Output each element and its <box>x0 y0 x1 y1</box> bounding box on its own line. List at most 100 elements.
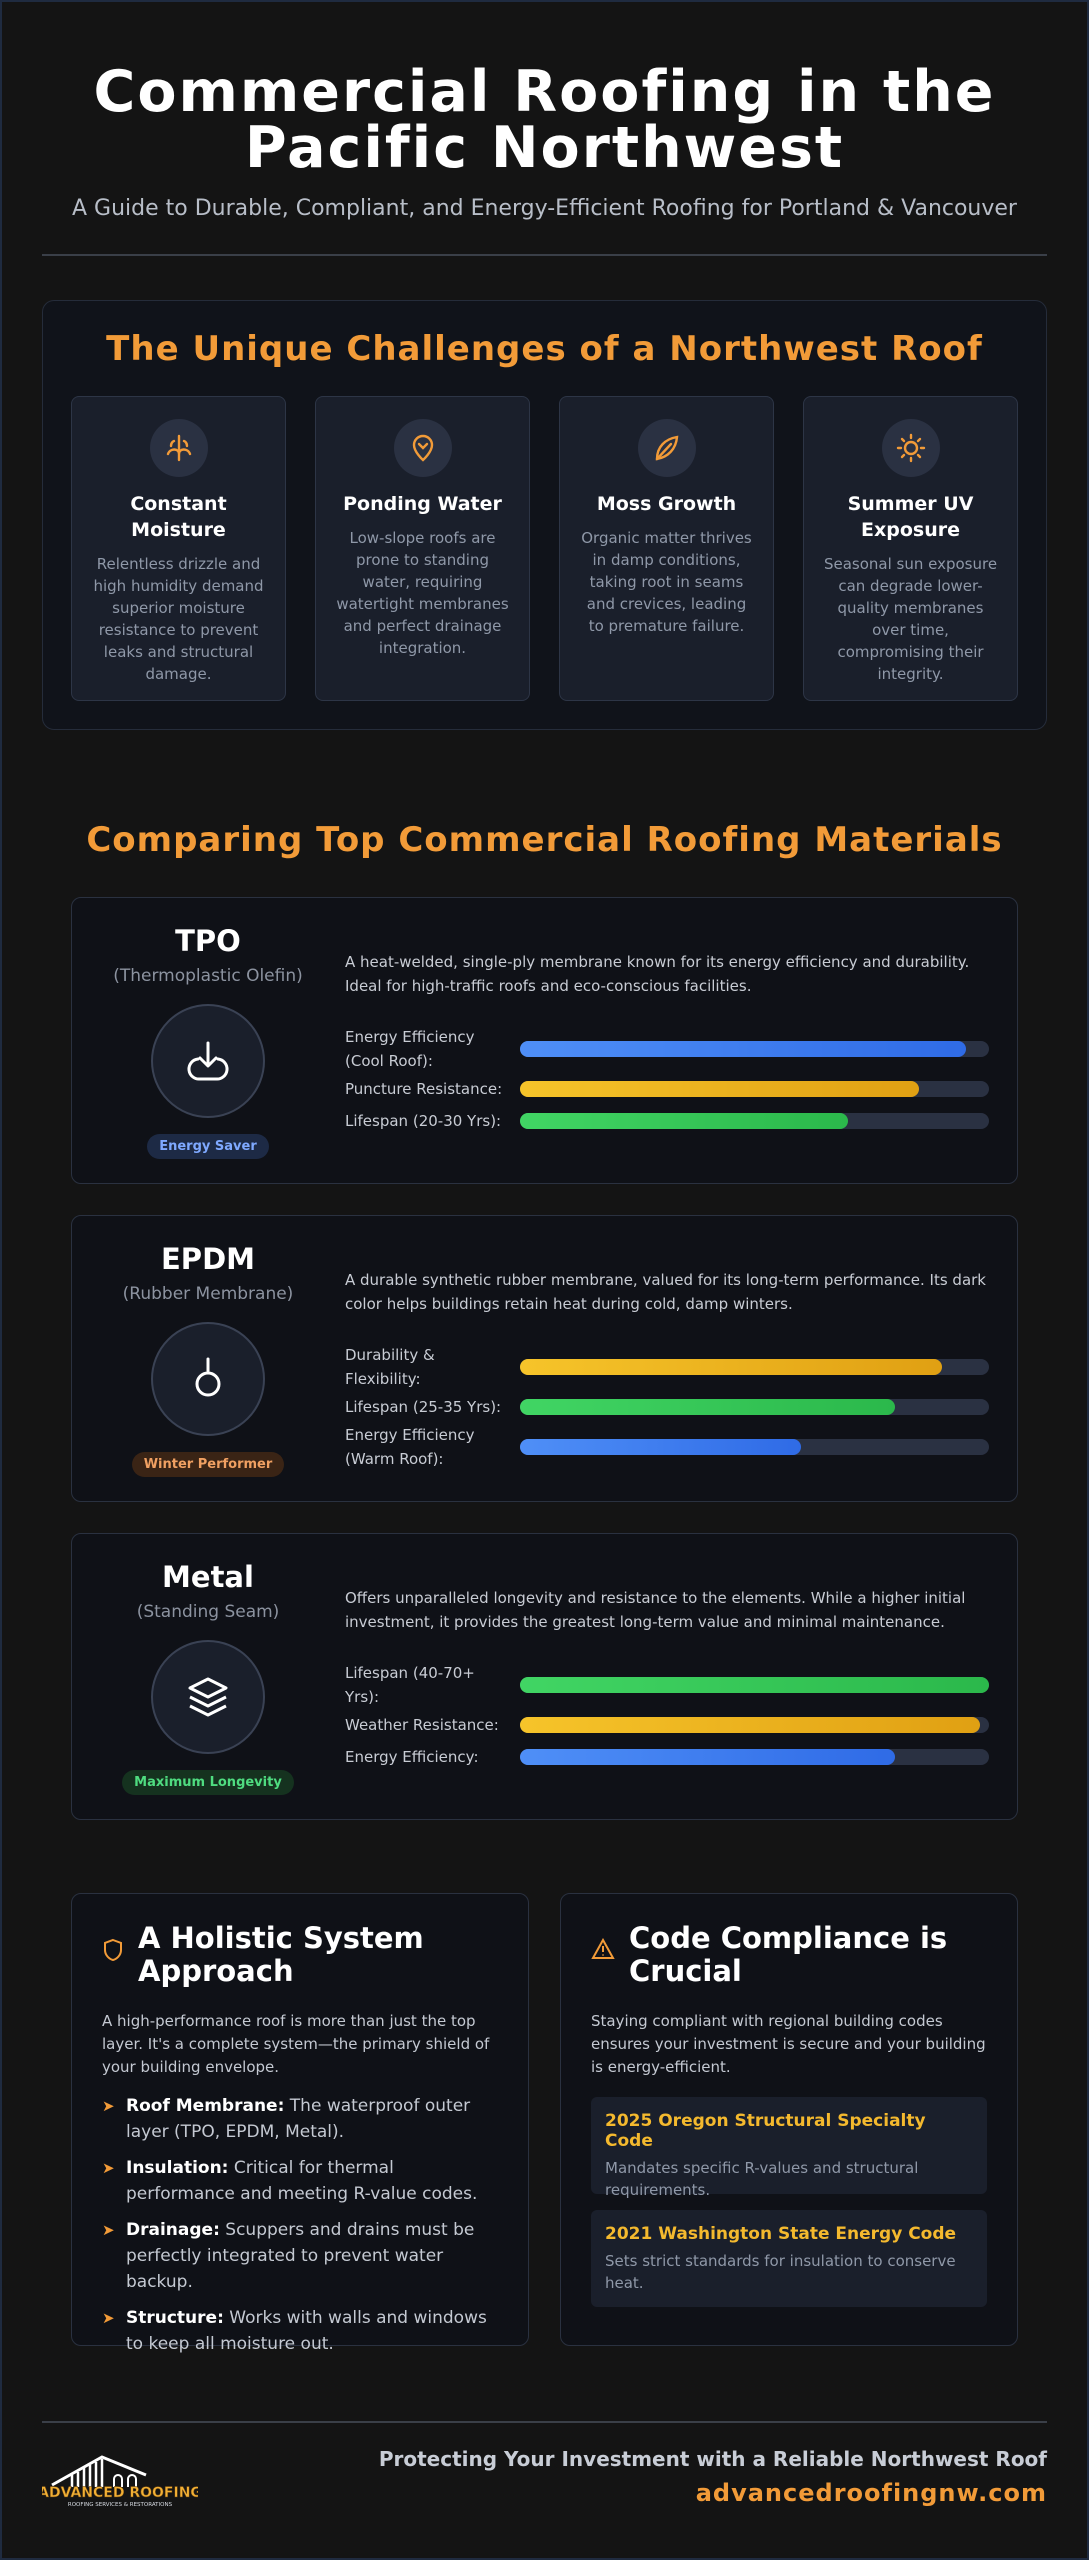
footer-tagline: Protecting Your Investment with a Reliab… <box>378 2447 1047 2471</box>
rating-row: Lifespan (25-35 Yrs): <box>345 1391 989 1423</box>
warning-icon <box>591 1938 615 1959</box>
icon <box>881 419 940 477</box>
bar-fill <box>520 1749 896 1765</box>
bar-fill <box>520 1113 849 1129</box>
logo-name: ADVANCED ROOFING <box>42 2485 198 2501</box>
rating-row: Energy Efficiency (Cool Roof): <box>345 1025 989 1073</box>
material-subtitle: (Rubber Membrane) <box>122 1284 294 1304</box>
code-text: Mandates specific R-values and structura… <box>605 2159 919 2199</box>
rating-label: Lifespan (25-35 Yrs): <box>345 1398 502 1416</box>
card-title: Moss Growth <box>596 493 737 515</box>
material-icon <box>151 1640 265 1754</box>
code-title: 2025 Oregon Structural Specialty Code <box>605 2111 926 2151</box>
title: Commercial Roofing in the Pacific Northw… <box>93 59 996 181</box>
logo: ADVANCED ROOFING ROOFING SERVICES & REST… <box>42 2455 198 2508</box>
card-heading: A Holistic System Approach <box>138 1921 424 1988</box>
code-text: Sets strict standards for insulation to … <box>605 2252 956 2292</box>
card-heading: Code Compliance is Crucial <box>629 1921 948 1988</box>
list-item: Structure: Works with walls and windows … <box>102 2305 498 2357</box>
rating-row: Lifespan (20-30 Yrs): <box>345 1105 989 1137</box>
bar-track <box>520 1081 989 1097</box>
bar-track <box>520 1439 989 1455</box>
system-card: A Holistic System Approach A high-perfor… <box>71 1893 529 2354</box>
text: Works with walls and windows to keep all… <box>126 2308 487 2354</box>
card-title: Constant Moisture <box>130 493 227 541</box>
rating-label: Weather Resistance: <box>345 1716 499 1734</box>
card-title: Ponding Water <box>343 493 502 515</box>
section-heading: Comparing Top Commercial Roofing Materia… <box>86 820 1003 860</box>
challenge-card: Ponding Water Low-slope roofs are prone … <box>315 396 530 701</box>
subtitle: A Guide to Durable, Compliant, and Energ… <box>72 196 1017 221</box>
card-text: Relentless drizzle and high humidity dem… <box>93 555 264 683</box>
bar-fill <box>520 1041 966 1057</box>
term: Drainage: <box>126 2220 220 2240</box>
material-name: Metal <box>162 1560 254 1594</box>
material-description: A durable synthetic rubber membrane, val… <box>345 1271 986 1313</box>
bar-track <box>520 1717 989 1733</box>
material-summary: Metal (Standing Seam) Maximum Longevity <box>102 1534 314 1819</box>
badge: Winter Performer <box>131 1452 285 1477</box>
material-subtitle: (Standing Seam) <box>136 1602 280 1622</box>
bar-fill <box>520 1359 943 1375</box>
term: Structure: <box>126 2308 224 2328</box>
badge: Energy Saver <box>147 1134 269 1159</box>
shield-icon <box>104 1938 122 1962</box>
material-summary: TPO (Thermoplastic Olefin) Energy Saver <box>102 898 314 1183</box>
card-intro: Staying compliant with regional building… <box>591 2012 986 2076</box>
card-title: Summer UV Exposure <box>847 493 974 541</box>
divider <box>42 254 1047 256</box>
material-card: EPDM (Rubber Membrane) Winter Performer A d… <box>71 1215 1018 1502</box>
footer-url[interactable]: advancedroofingnw.com <box>695 2479 1047 2507</box>
material-description: A heat-welded, single-ply membrane known… <box>345 953 970 995</box>
material-details: A durable synthetic rubber membrane, val… <box>345 1216 989 1501</box>
info-cards: A Holistic System Approach A high-perfor… <box>42 1893 1047 2354</box>
material-icon <box>151 1322 265 1436</box>
rating-label: Energy Efficiency (Cool Roof): <box>345 1028 475 1070</box>
rating-label: Energy Efficiency: <box>345 1748 479 1766</box>
rating-label: Puncture Resistance: <box>345 1080 503 1098</box>
rating-row: Lifespan (40-70+ Yrs): <box>345 1661 989 1709</box>
card-intro: A high-performance roof is more than jus… <box>102 2012 490 2076</box>
footer-text: Protecting Your Investment with a Reliab… <box>379 2447 1047 2507</box>
challenge-card: Moss Growth Organic matter thrives in da… <box>559 396 774 701</box>
card-header: Code Compliance is Crucial <box>591 1922 987 1988</box>
list-item: Drainage: Scuppers and drains must be pe… <box>102 2217 498 2295</box>
logo-tagline: ROOFING SERVICES & RESTORATIONS <box>68 2502 173 2508</box>
icon <box>637 419 696 477</box>
text: Scuppers and drains must be perfectly in… <box>126 2220 475 2292</box>
bar-track <box>520 1113 989 1129</box>
card-text: Organic matter thrives in damp condition… <box>581 529 752 635</box>
rating-row: Puncture Resistance: <box>345 1073 989 1105</box>
list-item: Insulation: Critical for thermal perform… <box>102 2155 498 2207</box>
component-list: Roof Membrane: The waterproof outer laye… <box>102 2093 498 2357</box>
rating-label: Lifespan (40-70+ Yrs): <box>345 1664 475 1706</box>
bar-track <box>520 1677 989 1693</box>
rating-label: Energy Efficiency (Warm Roof): <box>345 1426 475 1468</box>
material-name: EPDM <box>161 1242 255 1276</box>
material-subtitle: (Thermoplastic Olefin) <box>113 966 303 986</box>
divider <box>42 2421 1047 2423</box>
bar-track <box>520 1359 989 1375</box>
rating-row: Durability & Flexibility: <box>345 1343 989 1391</box>
material-card: TPO (Thermoplastic Olefin) Energy Saver A h… <box>71 897 1018 1184</box>
rating-row: Energy Efficiency: <box>345 1741 989 1773</box>
bar-fill <box>520 1399 896 1415</box>
rating-label: Durability & Flexibility: <box>345 1346 435 1388</box>
material-icon <box>151 1004 265 1118</box>
materials: TPO (Thermoplastic Olefin) Energy Saver A h… <box>42 897 1047 1820</box>
bar-fill <box>520 1081 919 1097</box>
card-text: Low-slope roofs are prone to standing wa… <box>336 529 509 657</box>
card-header: A Holistic System Approach <box>102 1922 498 1988</box>
term: Roof Membrane: <box>126 2096 285 2116</box>
material-card: Metal (Standing Seam) Maximum Longevity Off… <box>71 1533 1018 1820</box>
text: Critical for thermal performance and mee… <box>126 2158 478 2204</box>
code-box: 2025 Oregon Structural Specialty Code Ma… <box>591 2097 987 2199</box>
code-title: 2021 Washington State Energy Code <box>605 2224 957 2244</box>
text: The waterproof outer layer (TPO, EPDM, M… <box>126 2096 471 2142</box>
bar-fill <box>520 1677 989 1693</box>
material-details: Offers unparalleled longevity and resist… <box>345 1534 989 1819</box>
material-name: TPO <box>175 924 241 958</box>
compliance-card: Code Compliance is Crucial Staying compl… <box>560 1893 1018 2346</box>
